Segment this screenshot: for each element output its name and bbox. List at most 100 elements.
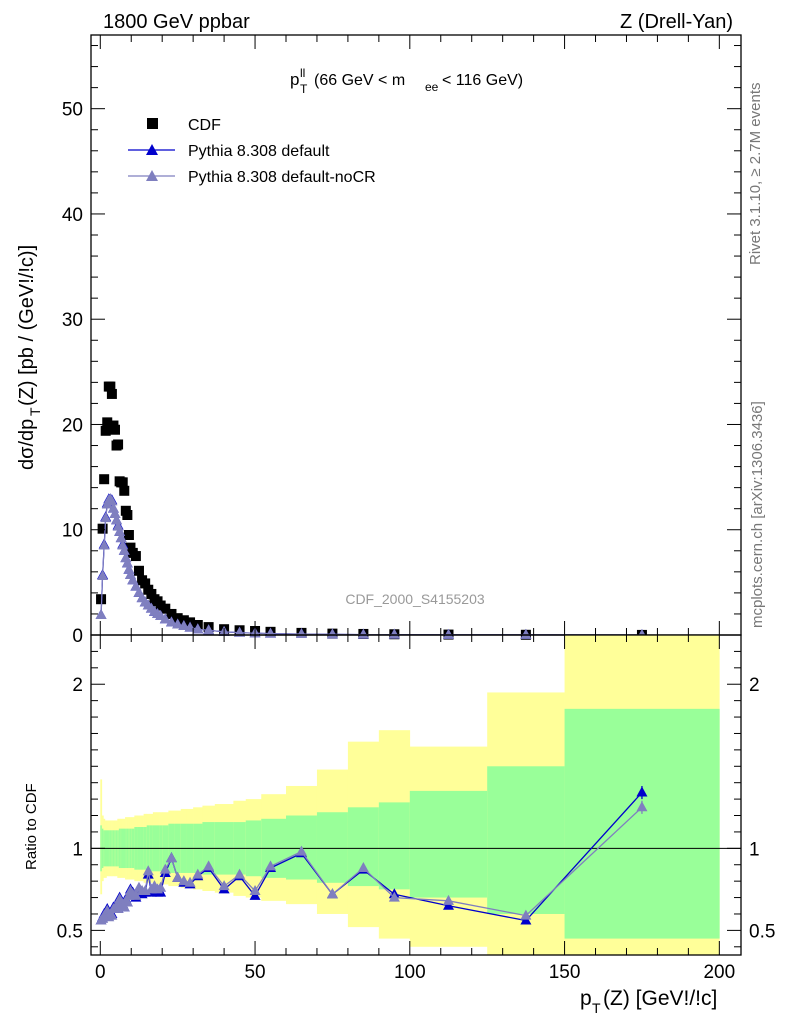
svg-text:(Z) [GeV!/!c]: (Z) [GeV!/!c] — [603, 987, 717, 1010]
x-tick-label: 200 — [703, 962, 735, 983]
cdf-point — [97, 523, 108, 534]
ratio-point-nocr — [520, 909, 532, 920]
y-tick-label: 10 — [62, 521, 83, 542]
legend-marker-cdf — [147, 118, 158, 129]
x-tick-label: 0 — [95, 962, 106, 983]
cdf-point — [160, 603, 171, 614]
y-tick-label: 50 — [62, 100, 83, 121]
cdf-point — [140, 578, 151, 589]
y-tick-label: 40 — [62, 205, 83, 226]
ratio-point-nocr — [234, 868, 246, 879]
legend-label-nocr: Pythia 8.308 default-noCR — [188, 169, 376, 186]
mcplots-label: mcplots.cern.ch [arXiv:1306.3436] — [749, 401, 766, 628]
ratio-y-tick-label: 2 — [749, 675, 760, 696]
ratio-y-axis-label: Ratio to CDF — [23, 783, 40, 870]
cdf-point — [146, 588, 157, 599]
main-point-nocr — [520, 628, 532, 639]
cdf-point — [102, 417, 113, 428]
main-point-nocr — [97, 570, 109, 581]
main-point-nocr — [121, 557, 133, 568]
ratio-point-nocr — [184, 876, 196, 887]
svg-text:dσ/dp: dσ/dp — [16, 419, 38, 470]
y-tick-label: 0 — [72, 626, 83, 647]
ratio-y-tick-label: 1 — [72, 839, 83, 860]
cdf-point — [117, 477, 128, 488]
band-inner — [487, 766, 565, 914]
legend-marker-nocr — [146, 170, 158, 181]
main-point-nocr — [106, 495, 118, 506]
main-point-nocr — [95, 609, 107, 619]
cdf-point — [172, 613, 183, 624]
cdf-point — [99, 474, 110, 485]
cdf-point — [96, 594, 107, 605]
cdf-point — [125, 542, 136, 553]
cdf-point — [105, 381, 116, 392]
ratio-point-nocr — [172, 871, 184, 882]
main-point-nocr — [111, 514, 123, 525]
band-inner — [564, 708, 720, 939]
svg-text:ee: ee — [425, 80, 439, 94]
svg-text:p: p — [290, 70, 299, 89]
cdf-point — [106, 388, 117, 399]
ratio-point-nocr — [265, 860, 277, 871]
main-point-nocr — [100, 512, 112, 523]
header-right: Z (Drell-Yan) — [620, 11, 733, 33]
main-point-nocr — [159, 613, 171, 624]
main-point-nocr — [234, 626, 246, 637]
cdf-point — [119, 485, 130, 496]
ratio-point-nocr — [388, 891, 400, 902]
ratio-point-nocr — [192, 868, 204, 879]
ratio-point-nocr — [165, 852, 177, 863]
main-point-nocr — [118, 544, 130, 555]
main-point-nocr — [165, 616, 177, 627]
cdf-point — [123, 530, 134, 540]
cdf-point — [166, 608, 177, 619]
ratio-point-nocr — [159, 863, 171, 874]
legend: CDF Pythia 8.308 default Pythia 8.308 de… — [128, 117, 376, 186]
y-tick-label: 20 — [62, 415, 83, 436]
main-point-nocr — [178, 620, 190, 631]
ratio-y-tick-label: 2 — [72, 675, 83, 696]
ratio-y-tick-label: 0.5 — [749, 921, 775, 942]
x-tick-label: 150 — [549, 962, 581, 983]
cdf-point — [109, 424, 120, 435]
svg-text:ll: ll — [300, 66, 305, 80]
band-inner — [378, 802, 411, 890]
svg-text:T: T — [27, 407, 43, 416]
ratio-point-nocr — [130, 889, 142, 900]
main-point-nocr — [98, 539, 110, 550]
cdf-point — [130, 551, 141, 562]
main-point-nocr — [192, 623, 204, 634]
ratio-point-nocr — [218, 880, 230, 891]
svg-text:p: p — [580, 987, 592, 1010]
svg-text:T: T — [300, 82, 308, 96]
main-point-nocr — [443, 628, 454, 639]
cdf-point — [100, 425, 111, 436]
x-axis-label: p T (Z) [GeV!/!c] — [580, 987, 717, 1016]
y-tick-label: 30 — [62, 310, 83, 331]
ratio-point-nocr — [357, 862, 369, 873]
main-point-nocr — [388, 628, 400, 639]
ratio-panel: 0 50 100 150 200 0.5 0.5 1 1 2 2 — [57, 634, 775, 983]
ratio-frame — [90, 634, 742, 956]
svg-text:(Z) [pb / (GeV!/!c)]: (Z) [pb / (GeV!/!c)] — [16, 245, 38, 406]
band-inner — [316, 812, 349, 883]
svg-text:< 116 GeV): < 116 GeV) — [442, 72, 523, 89]
x-tick-label: 50 — [244, 962, 265, 983]
ratio-point-nocr — [142, 865, 154, 876]
main-point-nocr — [172, 618, 184, 629]
main-point-nocr — [357, 628, 369, 639]
ratio-y-tick-label: 1 — [749, 839, 760, 860]
svg-text:T: T — [592, 1000, 601, 1016]
legend-marker-default — [146, 144, 158, 155]
ratio-point-nocr — [155, 881, 167, 892]
ratio-point-nocr — [121, 896, 133, 907]
ratio-point-nocr — [106, 909, 118, 920]
main-panel: 0 10 20 30 40 50 — [62, 34, 742, 647]
ratio-point-nocr — [326, 888, 338, 899]
ratio-point-nocr — [295, 845, 307, 856]
ratio-point-nocr — [443, 894, 454, 905]
ratio-point-nocr — [178, 875, 190, 886]
main-point-nocr — [326, 628, 338, 639]
